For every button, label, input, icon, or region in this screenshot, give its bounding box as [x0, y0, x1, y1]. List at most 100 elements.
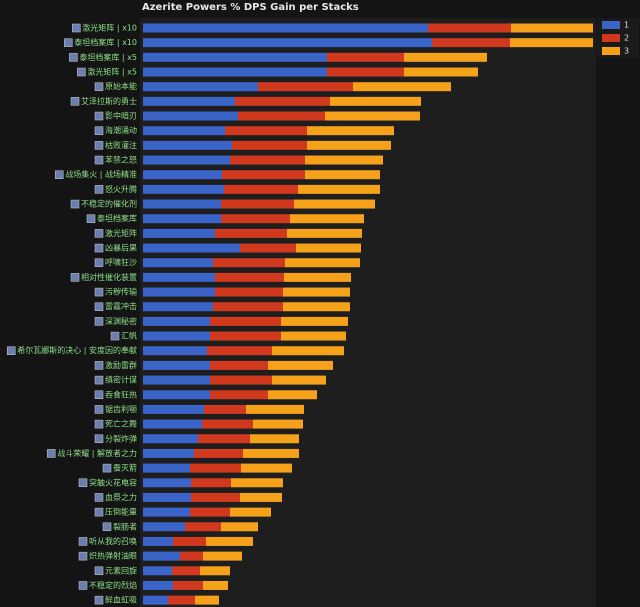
- icon: [69, 53, 78, 62]
- icon: [94, 111, 104, 121]
- category-label: 蚕灭箭: [113, 463, 137, 473]
- bar-segment: [143, 595, 168, 605]
- bar-segment: [143, 448, 194, 458]
- bar-segment: [287, 228, 362, 238]
- icon: [94, 258, 104, 267]
- bar-segment: [143, 96, 235, 106]
- bar-segment: [511, 23, 593, 33]
- category-label: 泰坦档案库 | x10: [74, 37, 137, 47]
- icon: [102, 463, 112, 473]
- legend: 1 2 3: [597, 18, 639, 58]
- category-label: 相对性催化装置: [81, 272, 137, 282]
- bar-segment: [206, 536, 253, 546]
- bar-segment: [238, 111, 325, 121]
- bar-segment: [143, 38, 432, 48]
- bar-segment: [143, 390, 210, 400]
- bar-segment: [307, 126, 394, 136]
- bar-segment: [143, 346, 207, 356]
- bar-segment: [143, 287, 215, 297]
- icon: [94, 419, 104, 429]
- bar-segment: [325, 111, 420, 121]
- bar-segment: [200, 566, 230, 576]
- category-label: 战场集火 | 战场精准: [65, 169, 137, 179]
- bar-segment: [207, 346, 272, 356]
- bar-segment: [294, 199, 375, 209]
- icon: [78, 551, 88, 561]
- category-label: 死亡之舞: [105, 419, 137, 429]
- bar-segment: [143, 155, 230, 165]
- bar-segment: [143, 243, 240, 253]
- icon: [94, 566, 104, 576]
- category-label: 深渊秘密: [105, 316, 137, 326]
- bar-segment: [143, 434, 198, 444]
- bar-segment: [143, 492, 191, 502]
- category-label: 影中暗刃: [105, 111, 137, 121]
- bar-segment: [235, 96, 330, 106]
- icon: [86, 214, 96, 223]
- bar-segment: [143, 170, 222, 180]
- category-label: 元素回旋: [105, 565, 137, 575]
- icon: [94, 302, 104, 311]
- icon: [94, 229, 104, 238]
- category-label: 吞食狂热: [105, 389, 137, 399]
- category-label: 听从我的召唤: [89, 536, 137, 546]
- icon: [6, 346, 16, 355]
- category-label: 激励雷群: [105, 360, 137, 370]
- icon: [94, 361, 104, 370]
- bar-segment: [432, 38, 510, 48]
- bar-segment: [221, 522, 258, 532]
- bar-segment: [283, 302, 350, 312]
- legend-swatch: [602, 21, 620, 29]
- bar-segment: [213, 302, 283, 312]
- bar-segment: [258, 82, 353, 92]
- category-label: 压倒能量: [105, 507, 137, 517]
- category-label: 不稳定的催化剂: [81, 199, 137, 209]
- bar-segment: [210, 316, 281, 326]
- icon: [94, 141, 104, 150]
- bar-segment: [250, 434, 299, 444]
- bar-segment: [272, 375, 326, 385]
- bar-segment: [272, 346, 344, 356]
- bar-segment: [143, 316, 210, 326]
- icon: [110, 331, 120, 341]
- bar-segment: [210, 375, 272, 385]
- bar-segment: [327, 67, 404, 77]
- bar-segment: [143, 228, 215, 238]
- icon: [64, 38, 73, 47]
- bar-segment: [215, 228, 287, 238]
- bar-segment: [203, 551, 242, 561]
- bar-segment: [221, 214, 290, 224]
- bar-segment: [246, 404, 304, 414]
- bar-segment: [284, 272, 351, 282]
- bar-segment: [283, 287, 350, 297]
- category-label: 血祭之力: [105, 492, 137, 502]
- icon: [78, 581, 88, 590]
- bar-segment: [172, 566, 200, 576]
- category-label: 海潮涌动: [105, 125, 137, 135]
- icon: [70, 273, 80, 282]
- bar-segment: [215, 287, 283, 297]
- bar-segment: [330, 96, 421, 106]
- bar-segment: [190, 507, 230, 517]
- category-label: 枯败灌注: [105, 140, 137, 150]
- icon: [94, 405, 104, 414]
- bar-segment: [143, 331, 210, 341]
- bar-segment: [241, 463, 292, 473]
- category-label: 激光矩阵 | x10: [82, 23, 137, 33]
- bar-segment: [305, 170, 380, 180]
- category-label: 雷霆冲击: [105, 301, 137, 311]
- icon: [78, 537, 88, 546]
- bar-segment: [213, 258, 285, 268]
- bar-segment: [143, 214, 221, 224]
- bar-segment: [240, 243, 296, 253]
- legend-label: 2: [624, 34, 629, 43]
- bar-segment: [215, 272, 284, 282]
- bar-segment: [298, 184, 380, 194]
- bar-segment: [143, 580, 173, 590]
- category-label: 汇帆: [121, 331, 137, 341]
- bar-segment: [210, 360, 268, 370]
- category-label: 战斗荣耀 | 解放者之力: [57, 448, 137, 458]
- category-label: 不稳定的烈焰: [89, 580, 137, 590]
- category-label: 鲜血虹吸: [105, 595, 137, 605]
